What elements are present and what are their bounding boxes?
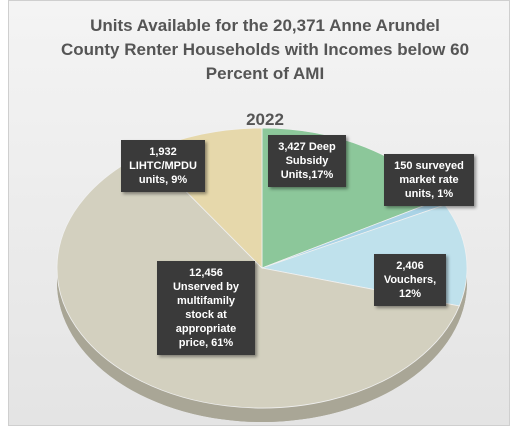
data-label: 150 surveyed market rate units, 1%: [384, 154, 474, 206]
data-label: 12,456 Unserved by multifamily stock at …: [157, 261, 255, 355]
chart-title: Units Available for the 20,371 Anne Arun…: [60, 16, 470, 83]
data-label: 2,406 Vouchers, 12%: [374, 254, 446, 306]
data-label: 1,932 LIHTC/MPDU units, 9%: [121, 140, 205, 192]
chart-subtitle: 2022: [246, 110, 284, 129]
data-label: 3,427 Deep Subsidy Units,17%: [268, 135, 346, 187]
